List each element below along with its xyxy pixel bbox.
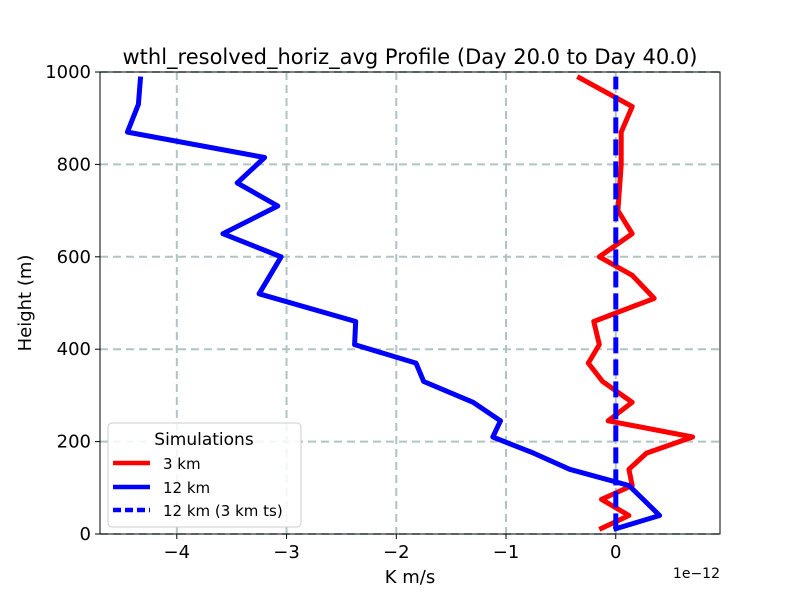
series-line-12-km: [124, 76, 663, 532]
x-tick-label: −4: [164, 542, 191, 563]
chart-title: wthl_resolved_horiz_avg Profile (Day 20.…: [123, 45, 698, 70]
x-axis-label: K m/s: [385, 567, 436, 588]
y-tick-label: 800: [57, 154, 91, 175]
legend-label-3km: 3 km: [163, 455, 201, 473]
legend-label-12km-3km-ts: 12 km (3 km ts): [163, 502, 283, 520]
plot-frame: [99, 71, 721, 535]
y-tick-label: 400: [57, 339, 91, 360]
y-tick-label: 1000: [45, 62, 91, 83]
legend-box: [107, 422, 302, 528]
y-tick-label: 0: [80, 524, 91, 545]
x-tick-label: −2: [383, 542, 410, 563]
x-tick-label: −3: [273, 542, 300, 563]
y-tick-label: 600: [57, 247, 91, 268]
legend-title: Simulations: [154, 430, 254, 450]
x-tick-label: −1: [493, 542, 520, 563]
x-tick-label: 0: [610, 542, 621, 563]
legend-label-12km: 12 km: [163, 479, 210, 497]
y-axis-label: Height (m): [15, 255, 36, 352]
x-axis-scale-note: 1e−12: [673, 566, 720, 582]
series-line-3-km: [576, 74, 696, 532]
legend: Simulations 3 km 12 km 12 km (3 km ts): [107, 422, 302, 528]
y-tick-label: 200: [57, 432, 91, 453]
ticks: −4 −3 −2 −1 0 0 200 400 600 800 1000: [45, 62, 621, 563]
series-layer: [124, 74, 696, 532]
